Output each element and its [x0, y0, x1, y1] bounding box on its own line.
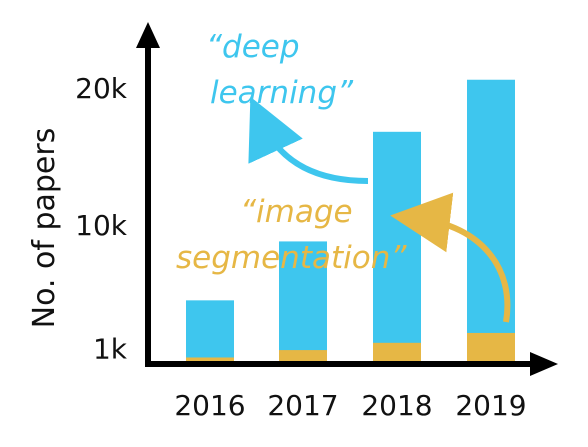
x-tick-label-2016: 2016	[174, 389, 245, 422]
annotation-deep-learning-line1: “deep	[206, 29, 300, 65]
bar-image-segmentation-2017	[279, 350, 327, 362]
deep-learning-arrow	[248, 96, 369, 184]
y-tick-label-10k: 10k	[75, 209, 128, 242]
annotation-image-segmentation-line1: “image	[240, 194, 353, 230]
bar-image-segmentation-2018	[373, 342, 421, 362]
y-tick-label-1k: 1k	[93, 332, 128, 365]
x-axis-arrowhead	[530, 352, 558, 376]
x-tick-label-2019: 2019	[455, 389, 526, 422]
bar-deep-learning-2017	[279, 241, 327, 362]
x-tick-label-2017: 2017	[267, 389, 338, 422]
image-segmentation-arrow	[390, 192, 511, 323]
y-tick-label-20k: 20k	[75, 72, 128, 105]
annotation-deep-learning-line2: learning”	[210, 75, 354, 111]
bar-image-segmentation-2019	[467, 332, 515, 362]
bar-image-segmentation-2016	[186, 357, 234, 362]
tick-labels-group: 2016 2017 2018 2019 1k 10k 20k	[75, 72, 526, 422]
x-tick-label-2018: 2018	[361, 389, 432, 422]
annotation-image-segmentation-line2: segmentation”	[176, 240, 407, 276]
y-axis-title: No. of papers	[27, 128, 62, 329]
y-axis-arrowhead	[136, 22, 160, 48]
bar-deep-learning-2016	[186, 300, 234, 362]
bars-group	[186, 79, 515, 362]
